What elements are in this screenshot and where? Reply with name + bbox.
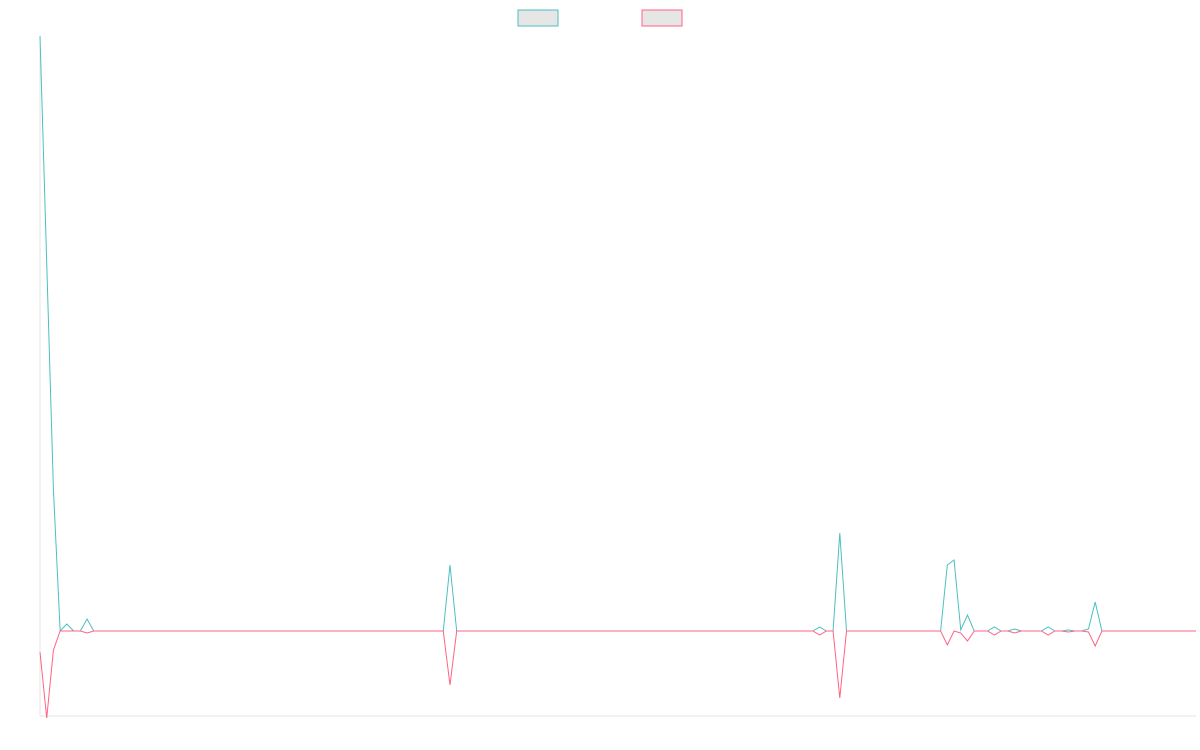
legend-swatch [641, 9, 683, 27]
data-line [39, 35, 1196, 633]
legend-swatch [517, 9, 559, 27]
data-line [39, 630, 1196, 719]
